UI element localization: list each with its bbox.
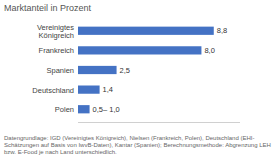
bar xyxy=(78,86,100,94)
axis-line xyxy=(78,122,240,123)
footnote: Datengrundlage: IGD (Vereinigtes Königre… xyxy=(4,135,276,156)
data-label: 0,5– 1,0 xyxy=(93,105,120,114)
bar xyxy=(78,66,117,74)
data-label: 8,0 xyxy=(204,46,214,55)
data-label: 8,8 xyxy=(217,26,227,35)
chart-container: Marktanteil in Prozent 0,5– 1,0 1,4 2,5 8,0 8… xyxy=(0,0,280,158)
category-label: Frankreich xyxy=(39,46,74,55)
bar xyxy=(78,105,90,113)
bar xyxy=(78,27,214,35)
category-label: Polen xyxy=(55,105,74,114)
category-label: VereinigtesKönigreich xyxy=(37,22,74,39)
category-label: Deutschland xyxy=(32,85,74,94)
labels: 0,5– 1,0 1,4 2,5 8,0 8,8 xyxy=(93,26,228,113)
title: Marktanteil in Prozent xyxy=(4,3,92,13)
data-label: 1,4 xyxy=(103,85,113,94)
category-label: Spanien xyxy=(46,66,74,75)
bar xyxy=(78,46,201,54)
chart: Marktanteil in Prozent 0,5– 1,0 1,4 2,5 8,0 8… xyxy=(0,0,280,126)
bars xyxy=(78,27,214,114)
data-label: 2,5 xyxy=(120,66,130,75)
